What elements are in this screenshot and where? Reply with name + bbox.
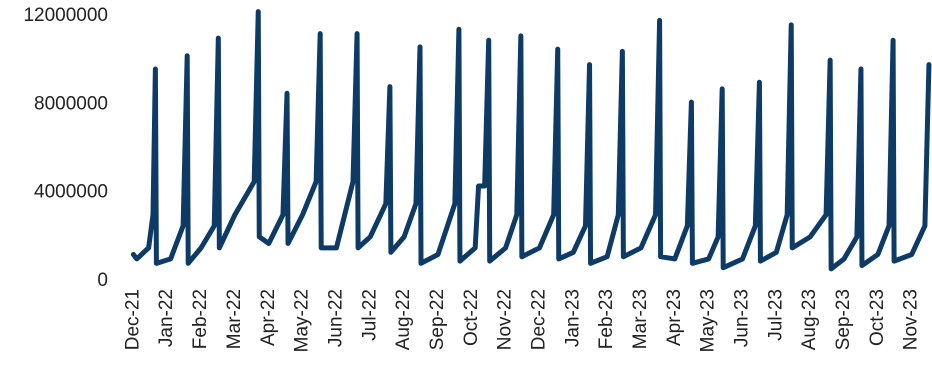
- series-line: [130, 9, 932, 272]
- x-tick-label: Dec-22: [528, 289, 549, 350]
- y-tick-label: 4000000: [34, 182, 108, 203]
- x-tick-label: Nov-22: [495, 289, 516, 350]
- x-tick-label: Oct-22: [461, 289, 482, 346]
- x-tick-label: Apr-22: [258, 289, 279, 346]
- x-tick-label: May-23: [698, 289, 719, 352]
- x-tick-label: Sep-23: [833, 289, 854, 350]
- y-tick-label: 0: [97, 270, 108, 291]
- x-tick-label: Mar-23: [630, 289, 651, 349]
- x-tick-label: Jan-22: [156, 289, 177, 347]
- x-tick-label: Aug-22: [393, 289, 414, 350]
- x-tick-label: Jul-23: [765, 289, 786, 341]
- y-tick-label: 8000000: [34, 93, 108, 114]
- x-tick-label: Sep-22: [427, 289, 448, 350]
- x-tick-label: Jun-23: [732, 289, 753, 347]
- y-tick-label: 12000000: [23, 5, 108, 26]
- x-tick-label: Nov-23: [901, 289, 922, 350]
- x-tick-label: Aug-23: [799, 289, 820, 350]
- x-tick-label: May-22: [292, 289, 313, 352]
- x-tick-label: Jan-23: [562, 289, 583, 347]
- x-tick-label: Dec-21: [122, 289, 143, 350]
- x-tick-label: Oct-23: [867, 289, 888, 346]
- x-tick-label: Feb-22: [190, 289, 211, 349]
- x-tick-label: Mar-22: [224, 289, 245, 349]
- x-tick-label: Jun-22: [325, 289, 346, 347]
- x-tick-label: Jul-22: [359, 289, 380, 341]
- x-tick-label: Apr-23: [664, 289, 685, 346]
- x-tick-label: Feb-23: [596, 289, 617, 349]
